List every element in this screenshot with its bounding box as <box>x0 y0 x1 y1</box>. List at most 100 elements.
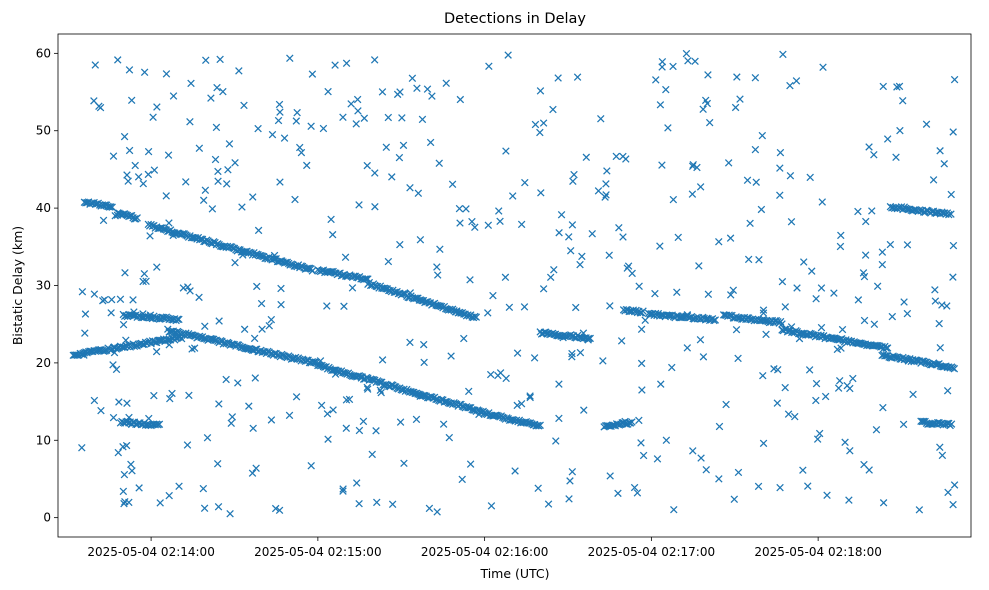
data-point <box>578 252 586 261</box>
data-point <box>164 151 173 159</box>
data-point <box>400 459 408 468</box>
data-point <box>682 49 691 58</box>
data-point <box>719 311 728 319</box>
data-point <box>892 353 900 362</box>
data-point <box>275 100 284 109</box>
data-point <box>378 88 387 96</box>
data-point <box>290 262 298 270</box>
data-point <box>639 307 647 315</box>
data-point <box>186 287 194 295</box>
data-point <box>99 216 108 225</box>
x-axis: 2025-05-04 02:14:00 2025-05-04 02:15:00 20… <box>87 537 882 559</box>
data-point <box>105 203 114 211</box>
data-point <box>119 210 128 218</box>
data-point <box>559 333 567 342</box>
data-point <box>670 505 678 514</box>
data-point <box>881 352 889 360</box>
data-point <box>903 241 912 249</box>
data-point <box>135 484 143 492</box>
data-point <box>517 220 526 229</box>
data-point <box>546 273 555 282</box>
data-point <box>722 400 730 409</box>
data-point <box>570 170 578 179</box>
data-point <box>371 169 379 177</box>
data-point <box>308 267 317 275</box>
data-point <box>872 341 881 350</box>
data-point <box>566 477 574 485</box>
data-point <box>539 285 548 293</box>
data-point <box>447 352 455 360</box>
data-point <box>751 145 760 154</box>
data-point <box>808 267 816 275</box>
data-point <box>501 273 510 282</box>
data-point <box>774 365 782 374</box>
data-point <box>736 95 744 103</box>
data-point <box>799 466 807 474</box>
data-point <box>324 435 332 443</box>
data-point <box>638 386 646 394</box>
data-point <box>146 232 154 240</box>
data-point <box>216 55 224 64</box>
data-point <box>797 329 806 337</box>
data-point <box>207 94 215 102</box>
data-point <box>293 108 301 117</box>
data-point <box>455 204 464 213</box>
data-point <box>265 321 273 330</box>
data-point <box>267 315 276 324</box>
data-point <box>228 413 237 421</box>
data-point <box>862 217 870 226</box>
data-point <box>341 253 350 261</box>
data-point <box>883 344 892 352</box>
data-point <box>245 402 253 410</box>
data-point <box>342 424 351 433</box>
data-point <box>155 420 164 429</box>
data-point <box>733 73 741 81</box>
data-point <box>142 277 150 286</box>
data-point <box>818 198 827 206</box>
data-point <box>195 144 204 152</box>
data-point <box>508 192 517 200</box>
data-point <box>755 255 763 264</box>
y-tick-label: 30 <box>36 279 51 293</box>
data-point <box>536 87 545 95</box>
data-point <box>950 75 959 84</box>
data-point <box>759 439 768 448</box>
data-point <box>317 401 326 410</box>
data-point <box>122 336 130 345</box>
data-point <box>757 205 766 214</box>
data-point <box>458 475 466 484</box>
y-axis-label: Bistatic Delay (km) <box>10 226 25 345</box>
data-point <box>795 334 804 343</box>
data-point <box>442 79 450 88</box>
data-point <box>471 223 479 232</box>
data-point <box>213 459 222 468</box>
data-point <box>895 82 904 91</box>
data-point <box>762 330 770 339</box>
data-point <box>947 190 955 199</box>
data-point <box>342 396 351 404</box>
data-point <box>781 383 789 392</box>
data-point <box>786 172 795 180</box>
data-point <box>612 152 621 161</box>
data-point <box>140 270 149 278</box>
data-point <box>425 504 434 513</box>
data-point <box>418 115 427 124</box>
data-point <box>128 467 136 475</box>
data-point <box>271 504 280 513</box>
data-point <box>778 277 787 286</box>
data-points <box>69 49 959 518</box>
data-point <box>370 56 379 64</box>
data-point <box>539 119 548 127</box>
data-point <box>115 398 123 406</box>
data-point <box>150 166 159 174</box>
x-axis-label: Time (UTC) <box>479 566 549 581</box>
data-point <box>120 499 128 508</box>
data-point <box>781 303 790 311</box>
data-point <box>573 73 582 81</box>
data-point <box>870 320 879 329</box>
data-point <box>812 379 821 388</box>
data-point <box>396 240 404 249</box>
data-point <box>821 392 830 401</box>
data-point <box>496 217 504 226</box>
data-point <box>759 309 768 317</box>
